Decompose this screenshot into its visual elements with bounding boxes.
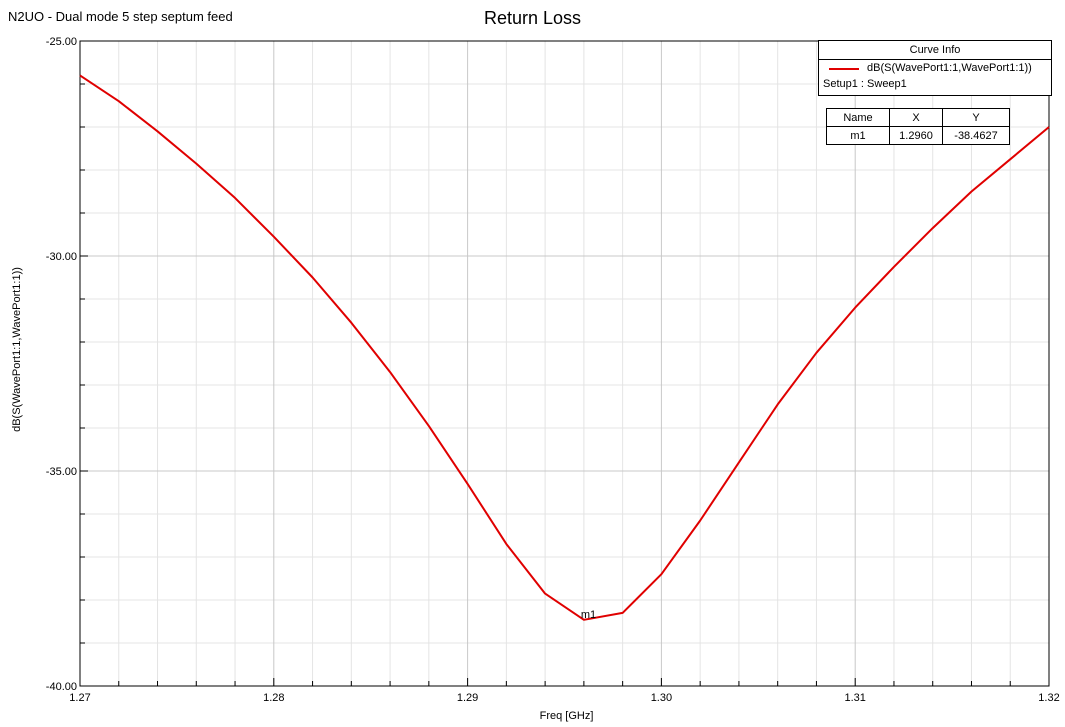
marker-y-cell: -38.4627 — [942, 126, 1010, 145]
legend-setup-label: Setup1 : Sweep1 — [823, 78, 907, 90]
marker-name-cell: m1 — [826, 126, 890, 145]
x-tick-label: 1.32 — [1038, 692, 1059, 704]
curve-info-heading: Curve Info — [819, 41, 1051, 60]
marker-header-x: X — [889, 108, 943, 127]
x-tick-label: 1.31 — [844, 692, 865, 704]
x-tick-label: 1.30 — [651, 692, 672, 704]
marker-table-row[interactable]: m1 1.2960 -38.4627 — [826, 126, 1010, 145]
y-tick-label: -35.00 — [46, 466, 77, 478]
x-tick-label: 1.29 — [457, 692, 478, 704]
y-tick-label: -40.00 — [46, 681, 77, 693]
marker-table-header: Name X Y — [826, 108, 1010, 127]
chart-subtitle: N2UO - Dual mode 5 step septum feed — [8, 9, 233, 24]
y-tick-label: -30.00 — [46, 251, 77, 263]
marker-label: m1 — [581, 609, 596, 621]
x-tick-label: 1.27 — [69, 692, 90, 704]
x-tick-label: 1.28 — [263, 692, 284, 704]
curve-info-legend[interactable]: Curve Info dB(S(WavePort1:1,WavePort1:1)… — [818, 40, 1052, 96]
legend-series-label: dB(S(WavePort1:1,WavePort1:1)) — [867, 62, 1032, 74]
x-axis-label: Freq [GHz] — [540, 710, 594, 722]
marker-table[interactable]: Name X Y m1 1.2960 -38.4627 — [826, 108, 1010, 145]
marker-x-cell: 1.2960 — [889, 126, 943, 145]
y-tick-label: -25.00 — [46, 36, 77, 48]
chart-title: Return Loss — [483, 8, 582, 28]
y-axis-label: dB(S(WavePort1:1,WavePort1:1)) — [11, 267, 23, 432]
legend-swatch — [829, 68, 859, 70]
series-line — [79, 74, 1050, 621]
marker-header-name: Name — [826, 108, 890, 127]
plot-frame — [79, 40, 1050, 687]
marker-header-y: Y — [942, 108, 1010, 127]
legend-entry[interactable]: dB(S(WavePort1:1,WavePort1:1)) — [819, 60, 1051, 76]
